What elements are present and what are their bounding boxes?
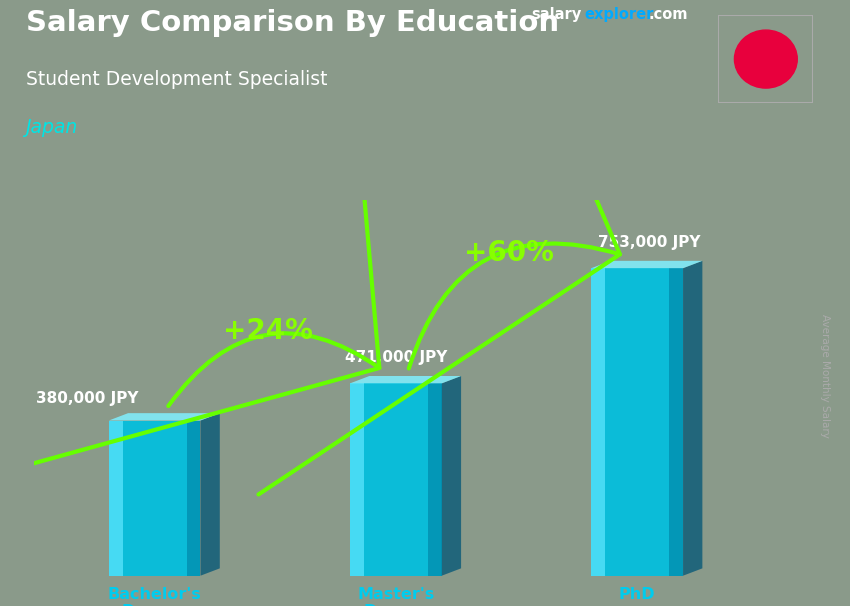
Polygon shape	[350, 384, 442, 576]
Text: Student Development Specialist: Student Development Specialist	[26, 70, 327, 88]
Text: Japan: Japan	[26, 118, 77, 137]
Polygon shape	[350, 384, 364, 576]
Polygon shape	[201, 413, 220, 576]
Polygon shape	[109, 413, 220, 421]
Text: explorer: explorer	[585, 7, 654, 22]
Polygon shape	[683, 261, 702, 576]
Polygon shape	[592, 268, 683, 576]
Polygon shape	[187, 421, 201, 576]
Text: 471,000 JPY: 471,000 JPY	[345, 350, 447, 365]
Text: +60%: +60%	[464, 239, 554, 267]
Text: .com: .com	[649, 7, 688, 22]
Polygon shape	[109, 421, 122, 576]
Polygon shape	[109, 421, 201, 576]
Polygon shape	[669, 268, 683, 576]
Circle shape	[734, 30, 797, 88]
Text: salary: salary	[531, 7, 581, 22]
FancyArrowPatch shape	[0, 0, 379, 484]
Polygon shape	[428, 384, 442, 576]
Polygon shape	[592, 261, 702, 268]
Polygon shape	[350, 376, 461, 384]
Text: +24%: +24%	[223, 317, 313, 345]
FancyArrowPatch shape	[258, 0, 620, 494]
Polygon shape	[592, 268, 605, 576]
Text: Average Monthly Salary: Average Monthly Salary	[820, 314, 830, 438]
Text: Salary Comparison By Education: Salary Comparison By Education	[26, 9, 558, 37]
Text: 753,000 JPY: 753,000 JPY	[598, 235, 700, 250]
Text: 380,000 JPY: 380,000 JPY	[36, 391, 139, 406]
Polygon shape	[442, 376, 461, 576]
